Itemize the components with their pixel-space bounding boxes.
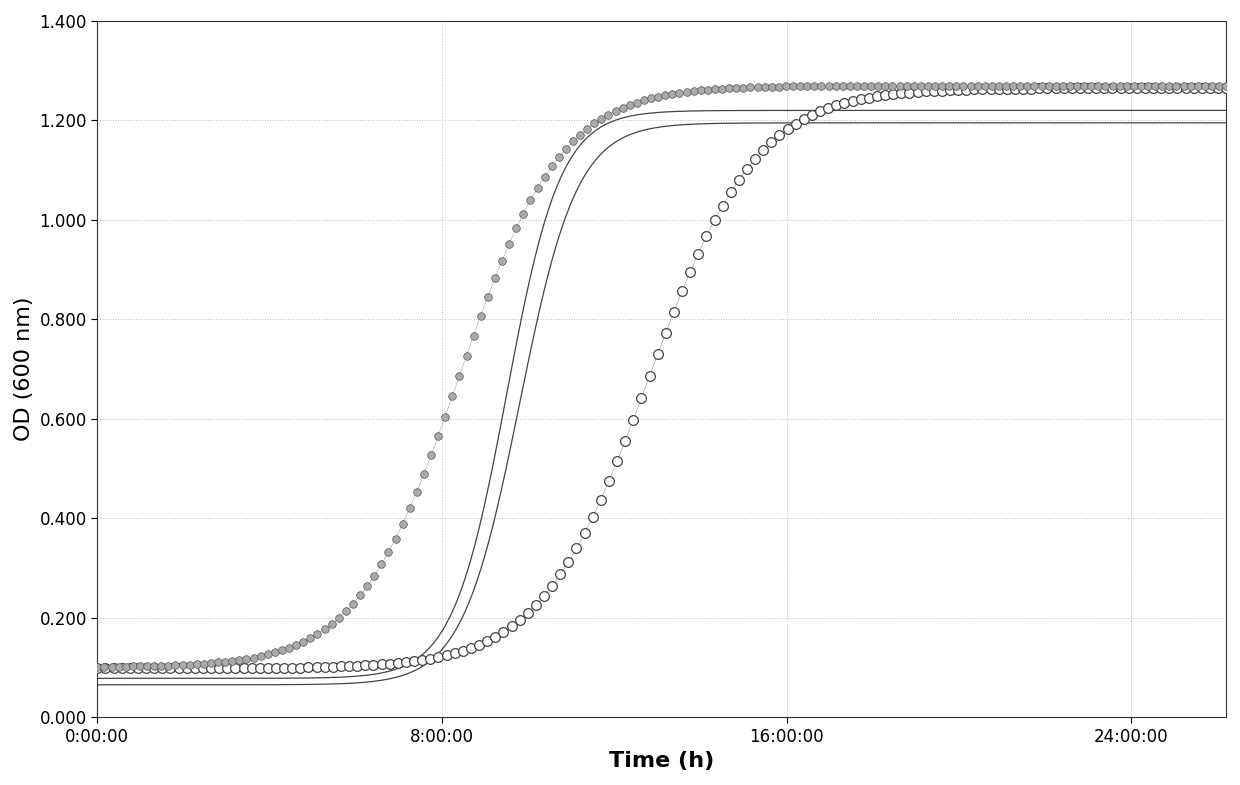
Y-axis label: OD (600 nm): OD (600 nm) xyxy=(14,297,33,441)
X-axis label: Time (h): Time (h) xyxy=(609,751,714,771)
